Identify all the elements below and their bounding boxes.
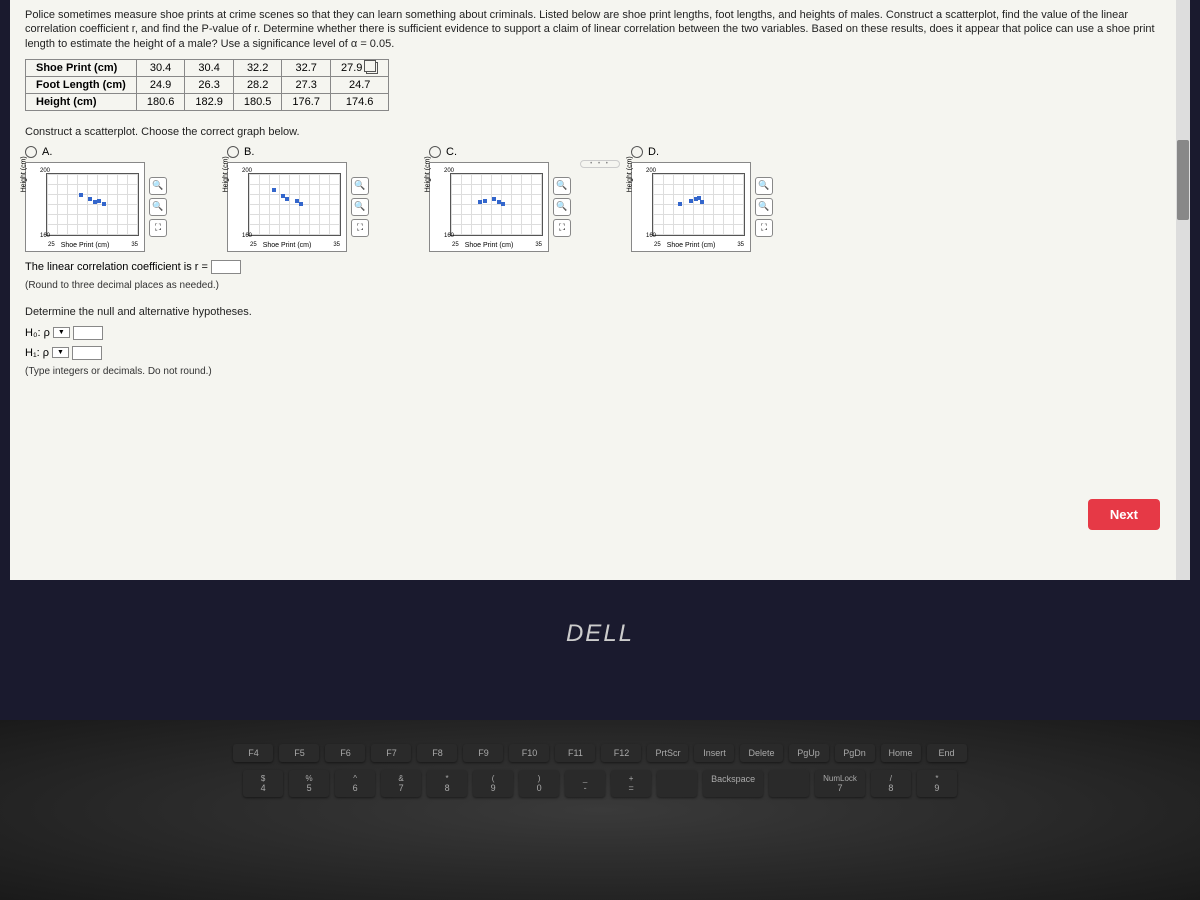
zoom-out-icon[interactable]: 🔍 (351, 198, 369, 216)
r-input[interactable] (211, 260, 241, 274)
key: += (611, 770, 651, 797)
chart-a: Height (cm) 200 160 25 35 Shoe Print (cm… (25, 162, 145, 252)
hypotheses-prompt: Determine the null and alternative hypot… (25, 306, 1175, 318)
table-row: Shoe Print (cm) 30.4 30.4 32.2 32.7 27.9 (26, 59, 389, 76)
scrollbar[interactable] (1176, 0, 1190, 580)
key-pgdn: PgDn (835, 744, 875, 762)
option-d[interactable]: D. Height (cm) 200 160 25 35 Shoe Print … (631, 146, 773, 252)
problem-panel: Police sometimes measure shoe prints at … (10, 0, 1190, 580)
key-end: End (927, 744, 967, 762)
key: *8 (427, 770, 467, 797)
zoom-out-icon[interactable]: 🔍 (149, 198, 167, 216)
key-insert: Insert (694, 744, 734, 762)
key (769, 770, 809, 797)
h1-line: H₁: ρ (25, 346, 1175, 360)
key: *9 (917, 770, 957, 797)
key-f4: F4 (233, 744, 273, 762)
option-b[interactable]: B. Height (cm) 200 160 25 35 Shoe Print … (227, 146, 369, 252)
option-a[interactable]: A. Height (cm) 200 160 25 35 Shoe Print … (25, 146, 167, 252)
expand-icon[interactable]: ⛶ (755, 219, 773, 237)
key-f11: F11 (555, 744, 595, 762)
key: (9 (473, 770, 513, 797)
zoom-out-icon[interactable]: 🔍 (755, 198, 773, 216)
h1-value-input[interactable] (72, 346, 102, 360)
key-prtscr: PrtScr (647, 744, 688, 762)
key-f12: F12 (601, 744, 641, 762)
table-row: Height (cm) 180.6 182.9 180.5 176.7 174.… (26, 93, 389, 110)
zoom-in-icon[interactable]: 🔍 (149, 177, 167, 195)
scatterplot-prompt: Construct a scatterplot. Choose the corr… (25, 126, 1175, 138)
expand-icon[interactable]: ⛶ (351, 219, 369, 237)
zoom-in-icon[interactable]: 🔍 (755, 177, 773, 195)
key-home: Home (881, 744, 921, 762)
key-pgup: PgUp (789, 744, 829, 762)
correlation-input-line: The linear correlation coefficient is r … (25, 260, 1175, 274)
expand-icon[interactable]: • • • (580, 160, 620, 168)
h0-line: H₀: ρ (25, 326, 1175, 340)
zoom-out-icon[interactable]: 🔍 (553, 198, 571, 216)
key-delete: Delete (740, 744, 782, 762)
copy-icon[interactable] (366, 62, 378, 74)
h0-operator-dropdown[interactable] (53, 327, 70, 338)
table-row: Foot Length (cm) 24.9 26.3 28.2 27.3 24.… (26, 76, 389, 93)
h1-operator-dropdown[interactable] (52, 347, 69, 358)
keyboard: F4 F5 F6 F7 F8 F9 F10 F11 F12 PrtScr Insert Delete P… (0, 720, 1200, 900)
key: Backspace (703, 770, 763, 797)
key: _- (565, 770, 605, 797)
chart-d: Height (cm) 200 160 25 35 Shoe Print (cm… (631, 162, 751, 252)
h0-value-input[interactable] (73, 326, 103, 340)
key-f10: F10 (509, 744, 549, 762)
chart-c: Height (cm) 200 160 25 35 Shoe Print (cm… (429, 162, 549, 252)
key: $4 (243, 770, 283, 797)
option-c[interactable]: C. Height (cm) 200 160 25 35 Shoe Print … (429, 146, 571, 252)
chart-b: Height (cm) 200 160 25 35 Shoe Print (cm… (227, 162, 347, 252)
data-table: Shoe Print (cm) 30.4 30.4 32.2 32.7 27.9… (25, 59, 389, 111)
zoom-in-icon[interactable]: 🔍 (351, 177, 369, 195)
key: %5 (289, 770, 329, 797)
key: ^6 (335, 770, 375, 797)
dell-logo: DELL (566, 620, 634, 648)
expand-icon[interactable]: ⛶ (149, 219, 167, 237)
correlation-instruction: (Round to three decimal places as needed… (25, 280, 1175, 291)
key-f5: F5 (279, 744, 319, 762)
key: NumLock7 (815, 770, 865, 797)
key-f8: F8 (417, 744, 457, 762)
key (657, 770, 697, 797)
key-f9: F9 (463, 744, 503, 762)
zoom-in-icon[interactable]: 🔍 (553, 177, 571, 195)
key: )0 (519, 770, 559, 797)
hypotheses-instruction: (Type integers or decimals. Do not round… (25, 366, 1175, 377)
key-f6: F6 (325, 744, 365, 762)
key-f7: F7 (371, 744, 411, 762)
key: /8 (871, 770, 911, 797)
problem-statement: Police sometimes measure shoe prints at … (25, 8, 1175, 51)
key: &7 (381, 770, 421, 797)
scroll-thumb[interactable] (1177, 140, 1189, 220)
expand-icon[interactable]: ⛶ (553, 219, 571, 237)
next-button[interactable]: Next (1088, 499, 1160, 530)
